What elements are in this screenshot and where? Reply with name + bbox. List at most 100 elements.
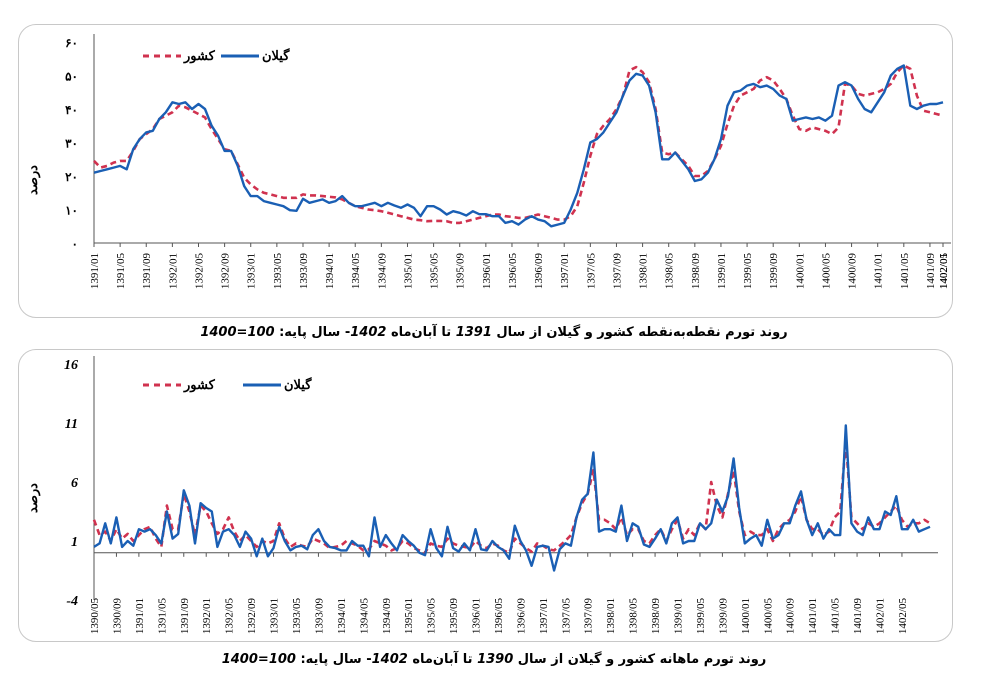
x-tick-label: 1397/09 <box>611 253 623 290</box>
x-tick-label: 1393/01 <box>269 598 281 634</box>
x-tick-label: 1399/01 <box>673 598 685 634</box>
x-tick-label: 1399/09 <box>768 253 780 290</box>
x-tick-label: 1402/05 <box>938 253 950 290</box>
x-tick-label: 1395/01 <box>402 253 414 289</box>
y-tick-label: ۳۰ <box>65 137 78 151</box>
bottom-chart: درصد 16 11 6 1 -4 1390/05 1390/09 1391/01 1391/… <box>25 356 938 635</box>
x-tick-label: 1394/09 <box>381 598 393 635</box>
x-tick-label: 1402/05 <box>897 598 909 635</box>
x-tick-label: 1397/01 <box>559 253 571 289</box>
x-tick-label: 1396/09 <box>533 253 545 290</box>
x-tick-label: 1392/05 <box>193 253 205 290</box>
y-tick-label: ۴۰ <box>65 103 78 117</box>
top-chart: درصد ۰ ۱۰ ۲۰ ۳۰ ۴۰ ۵۰ ۶۰ 1391/01 1391/05 1391/09… <box>25 34 951 290</box>
x-tick-label: 1396/05 <box>493 598 505 635</box>
x-tick-label: 1401/01 <box>807 598 819 634</box>
x-tick-label: 1398/01 <box>638 253 650 289</box>
x-tick-label: 1391/09 <box>179 598 191 635</box>
series-gilan-line <box>93 424 931 572</box>
top-chart-caption: روند تورم نقطه‌به‌نقطه کشور و گیلان از س… <box>200 325 788 340</box>
x-tick-label: 1397/09 <box>583 598 595 635</box>
x-tick-label: 1392/09 <box>220 253 232 290</box>
x-tick-label: 1391/09 <box>141 253 153 290</box>
x-tick-label: 1394/01 <box>336 598 348 634</box>
y-tick-label: ۰ <box>72 237 78 251</box>
x-tick-label: 1392/01 <box>201 598 213 634</box>
x-tick-label: 1396/01 <box>471 598 483 634</box>
y-tick-label: ۱۰ <box>65 204 78 218</box>
legend-gilan-label: گیلان <box>284 376 312 392</box>
x-tick-label: 1391/01 <box>134 598 146 634</box>
x-tick-label: 1401/01 <box>873 253 885 289</box>
bottom-y-axis-title: درصد <box>25 483 41 513</box>
x-tick-label: 1393/05 <box>291 598 303 635</box>
x-tick-label: 1391/05 <box>156 598 168 635</box>
x-tick-label: 1395/05 <box>426 598 438 635</box>
x-tick-label: 1395/05 <box>429 253 441 290</box>
x-tick-label: 1394/01 <box>324 253 336 289</box>
legend-gilan-label: گیلان <box>262 47 290 63</box>
top-legend: کشور گیلان <box>143 47 290 64</box>
x-tick-label: 1393/09 <box>298 253 310 290</box>
x-tick-label: 1401/09 <box>925 253 937 290</box>
x-tick-label: 1393/09 <box>313 598 325 635</box>
top-y-axis-title: درصد <box>25 165 41 195</box>
x-tick-label: 1394/09 <box>376 253 388 290</box>
x-tick-label: 1399/05 <box>742 253 754 290</box>
x-tick-label: 1396/01 <box>481 253 493 289</box>
legend-keshvar-label: کشور <box>183 48 216 64</box>
x-tick-label: 1396/09 <box>515 598 527 635</box>
x-tick-label: 1390/05 <box>89 598 101 635</box>
y-tick-label: 6 <box>71 476 78 491</box>
top-chart-panel: درصد ۰ ۱۰ ۲۰ ۳۰ ۴۰ ۵۰ ۶۰ 1391/01 1391/05 1391/09… <box>18 24 953 318</box>
y-tick-label: ۲۰ <box>65 170 78 184</box>
y-tick-label: ۶۰ <box>65 36 78 50</box>
x-tick-label: 1399/09 <box>717 598 729 635</box>
x-tick-label: 1400/01 <box>794 253 806 289</box>
svg-text:درصد: درصد <box>25 483 41 513</box>
y-tick-label: 11 <box>65 417 78 432</box>
x-tick-label: 1392/05 <box>224 598 236 635</box>
x-tick-label: 1393/05 <box>272 253 284 290</box>
x-tick-label: 1397/01 <box>538 598 550 634</box>
x-tick-label: 1399/01 <box>716 253 728 289</box>
x-tick-label: 1391/01 <box>89 253 101 289</box>
series-gilan-line <box>93 64 944 228</box>
bottom-legend: کشور گیلان <box>143 376 312 393</box>
x-tick-label: 1400/05 <box>762 598 774 635</box>
y-tick-label: -4 <box>66 594 78 609</box>
x-tick-label: 1397/05 <box>560 598 572 635</box>
x-tick-label: 1391/05 <box>115 253 127 290</box>
x-tick-label: 1397/05 <box>585 253 597 290</box>
y-tick-label: 16 <box>64 358 78 373</box>
x-tick-label: 1392/01 <box>167 253 179 289</box>
bottom-chart-panel: درصد 16 11 6 1 -4 1390/05 1390/09 1391/01 1391/… <box>18 349 953 642</box>
x-tick-label: 1395/09 <box>455 253 467 290</box>
x-tick-label: 1400/01 <box>740 598 752 634</box>
legend-keshvar-label: کشور <box>183 377 216 393</box>
x-tick-label: 1402/01 <box>938 253 950 289</box>
x-tick-label: 1400/09 <box>785 598 797 635</box>
x-tick-label: 1401/05 <box>830 598 842 635</box>
bottom-chart-caption: روند تورم ماهانه کشور و گیلان از سال 139… <box>221 652 767 667</box>
x-tick-label: 1398/09 <box>650 598 662 635</box>
x-tick-label: 1400/09 <box>847 253 859 290</box>
x-tick-label: 1394/05 <box>358 598 370 635</box>
x-tick-label: 1401/09 <box>852 598 864 635</box>
series-keshvar-line <box>93 64 944 225</box>
x-tick-label: 1401/05 <box>899 253 911 290</box>
x-tick-label: 1402/01 <box>875 598 887 634</box>
x-tick-label: 1393/01 <box>246 253 258 289</box>
x-tick-label: 1398/01 <box>605 598 617 634</box>
svg-text:درصد: درصد <box>25 165 41 195</box>
x-tick-label: 1398/05 <box>628 598 640 635</box>
x-tick-label: 1400/05 <box>820 253 832 290</box>
y-tick-label: ۵۰ <box>65 70 78 84</box>
y-tick-label: 1 <box>71 535 78 550</box>
x-tick-label: 1394/05 <box>350 253 362 290</box>
x-tick-label: 1395/01 <box>403 598 415 634</box>
x-tick-label: 1398/09 <box>690 253 702 290</box>
x-tick-label: 1392/09 <box>246 598 258 635</box>
x-tick-label: 1399/05 <box>695 598 707 635</box>
x-tick-label: 1395/09 <box>448 598 460 635</box>
